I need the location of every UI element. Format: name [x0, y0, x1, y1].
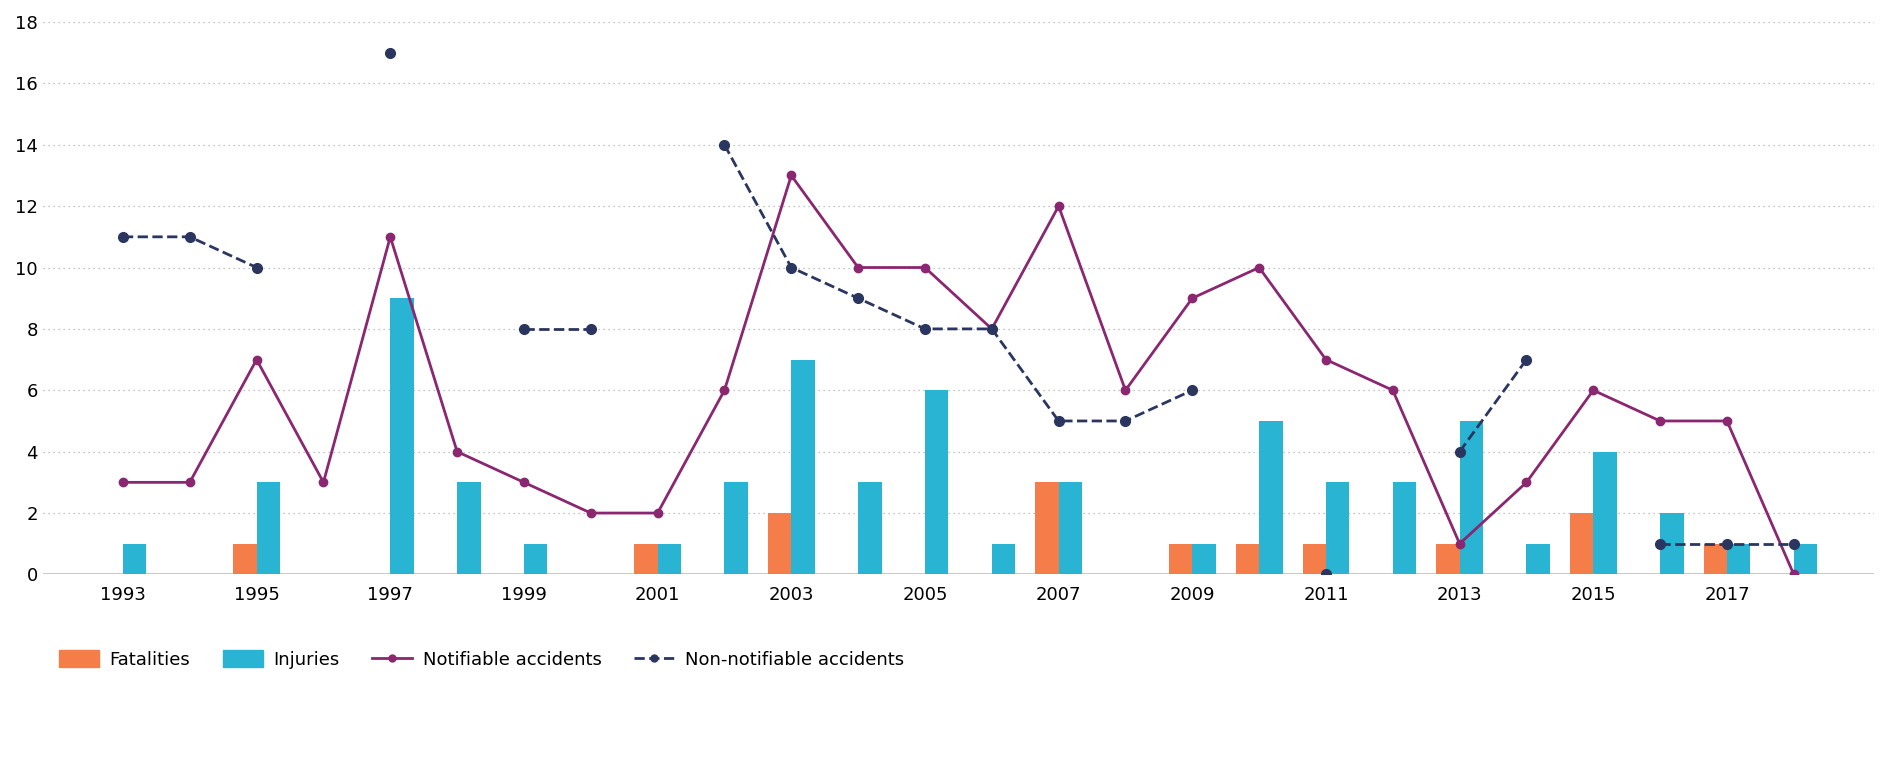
Bar [123, 544, 145, 574]
Bar [769, 513, 791, 574]
Bar [1058, 482, 1082, 574]
Bar [1235, 544, 1260, 574]
Bar [992, 544, 1014, 574]
Bar [1727, 544, 1751, 574]
Bar [1169, 544, 1192, 574]
Bar [635, 544, 657, 574]
Bar [232, 544, 257, 574]
Bar [791, 359, 814, 574]
Bar [858, 482, 882, 574]
Bar [1704, 544, 1727, 574]
Bar [926, 391, 948, 574]
Bar [1326, 482, 1349, 574]
Bar [1392, 482, 1417, 574]
Legend: Fatalities, Injuries, Notifiable accidents, Non-notifiable accidents: Fatalities, Injuries, Notifiable acciden… [51, 643, 910, 676]
Bar [657, 544, 682, 574]
Bar [1035, 482, 1058, 574]
Bar [457, 482, 480, 574]
Bar [257, 482, 280, 574]
Bar [1460, 421, 1483, 574]
Bar [1192, 544, 1217, 574]
Bar [1526, 544, 1549, 574]
Bar [1436, 544, 1460, 574]
Bar [1795, 544, 1817, 574]
Bar [1660, 513, 1683, 574]
Bar [523, 544, 548, 574]
Bar [1303, 544, 1326, 574]
Bar [725, 482, 748, 574]
Bar [1570, 513, 1592, 574]
Bar [1260, 421, 1283, 574]
Bar [1592, 452, 1617, 574]
Bar [391, 298, 414, 574]
